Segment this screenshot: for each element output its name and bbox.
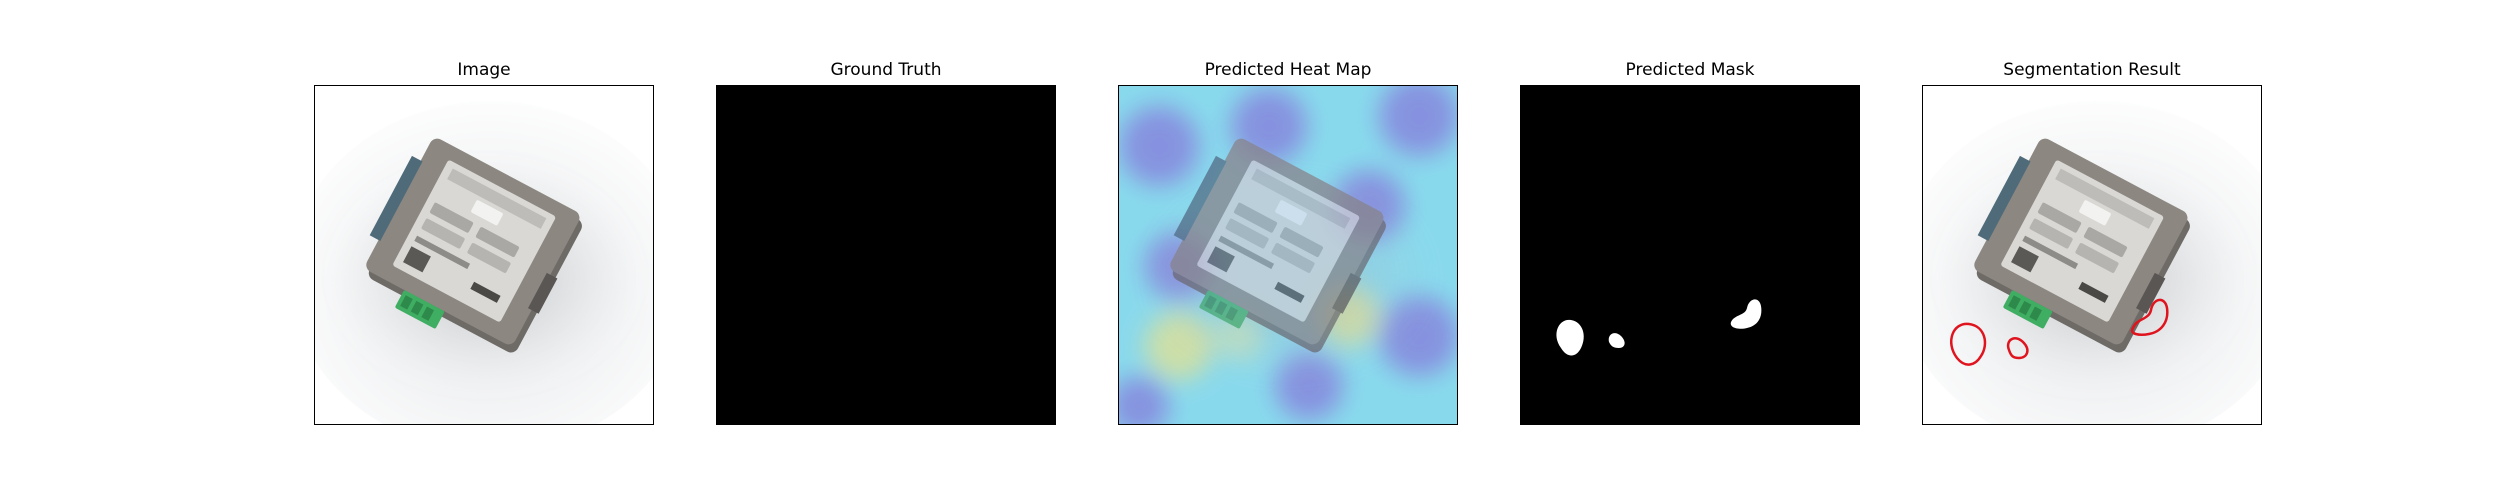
panel-ground-truth: Ground Truth — [716, 60, 1056, 432]
panel-title: Ground Truth — [830, 60, 942, 80]
panel-segmentation-result: Segmentation Result — [1922, 60, 2262, 432]
panel-title: Segmentation Result — [2003, 60, 2181, 80]
panel-title: Predicted Heat Map — [1204, 60, 1372, 80]
binary-mask-icon — [1520, 85, 1860, 425]
product-photo-icon — [314, 85, 654, 425]
panel-predicted-mask: Predicted Mask — [1520, 60, 1860, 432]
panel-heatmap: Predicted Heat Map — [1118, 60, 1458, 432]
panel-image: Image — [314, 60, 654, 432]
panel-title: Image — [457, 60, 511, 80]
panel-title: Predicted Mask — [1625, 60, 1755, 80]
heatmap-overlay-icon — [1118, 85, 1458, 425]
empty-mask-icon — [716, 85, 1056, 425]
contour-overlay-icon — [1922, 85, 2262, 425]
